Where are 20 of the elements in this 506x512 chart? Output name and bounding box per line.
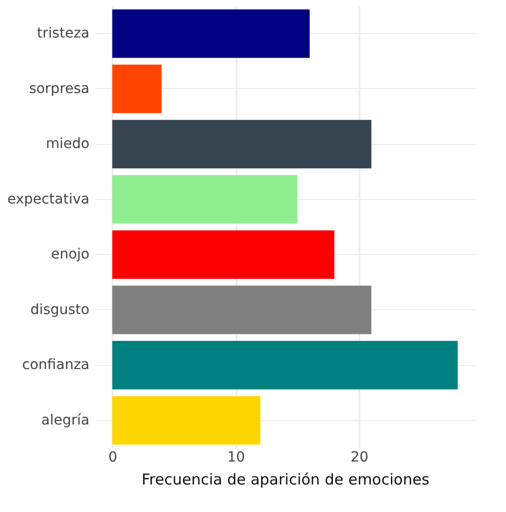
x-tick-label: 10 [227,450,246,466]
y-tick-label: enojo [50,246,90,263]
y-tick-label: confianza [22,357,90,374]
y-tick-label: alegría [41,412,90,428]
y-tick-label: miedo [46,136,90,152]
bar [112,120,372,168]
bar [112,175,298,224]
bar [112,340,458,390]
bar [112,64,162,114]
bar [112,230,334,279]
bar [112,286,372,334]
y-tick-label: disgusto [30,302,90,318]
y-tick-label: sorpresa [29,80,90,97]
x-tick-label: 0 [108,450,118,466]
bar [112,396,260,445]
bar [112,9,310,58]
y-tick-label: tristeza [37,26,90,42]
x-tick-label: 20 [350,450,368,466]
y-tick-label: expectativa [7,191,90,208]
x-axis-title: Frecuencia de aparición de emociones [142,470,430,488]
